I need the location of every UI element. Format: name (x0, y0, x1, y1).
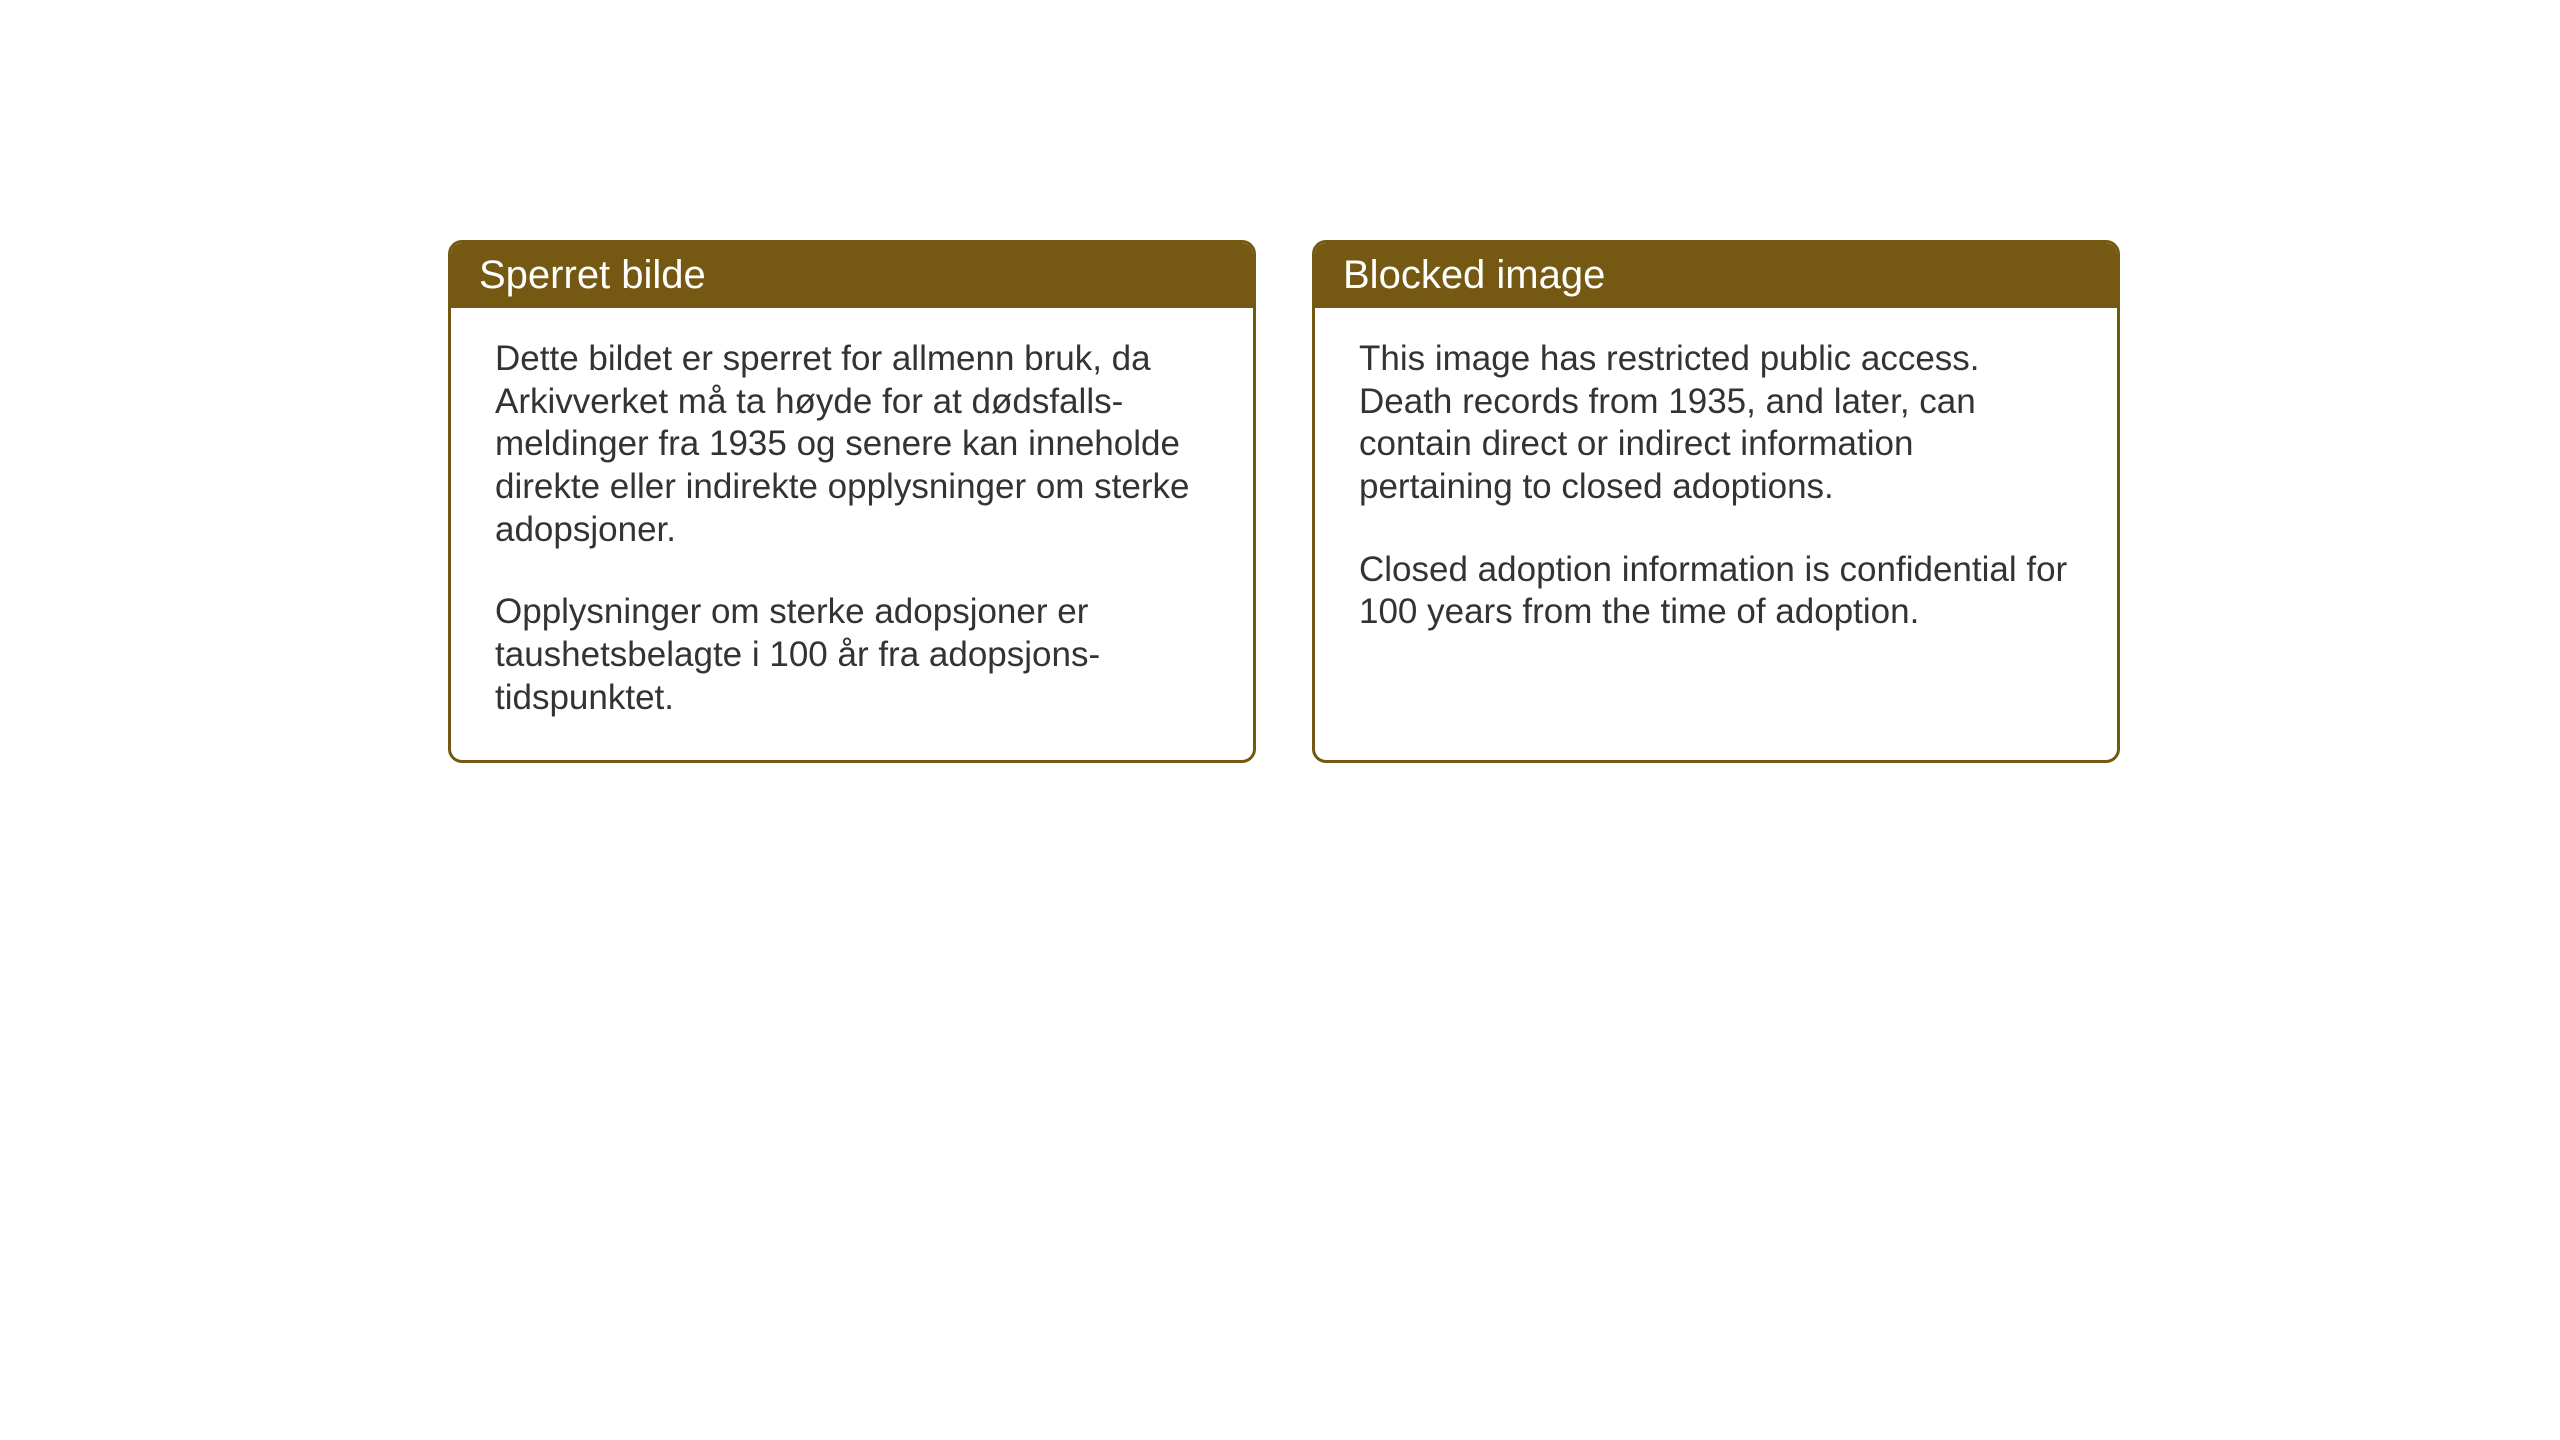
notice-card-english: Blocked image This image has restricted … (1312, 240, 2120, 763)
card-paragraph-1-norwegian: Dette bildet er sperret for allmenn bruk… (495, 338, 1209, 551)
notice-card-norwegian: Sperret bilde Dette bildet er sperret fo… (448, 240, 1256, 763)
card-title-english: Blocked image (1343, 253, 1605, 297)
card-paragraph-2-english: Closed adoption information is confident… (1359, 549, 2073, 634)
card-paragraph-1-english: This image has restricted public access.… (1359, 338, 2073, 509)
card-body-english: This image has restricted public access.… (1315, 308, 2117, 674)
card-header-english: Blocked image (1315, 243, 2117, 308)
card-body-norwegian: Dette bildet er sperret for allmenn bruk… (451, 308, 1253, 760)
card-header-norwegian: Sperret bilde (451, 243, 1253, 308)
card-paragraph-2-norwegian: Opplysninger om sterke adopsjoner er tau… (495, 591, 1209, 719)
notice-cards-container: Sperret bilde Dette bildet er sperret fo… (448, 240, 2120, 763)
card-title-norwegian: Sperret bilde (479, 253, 706, 297)
